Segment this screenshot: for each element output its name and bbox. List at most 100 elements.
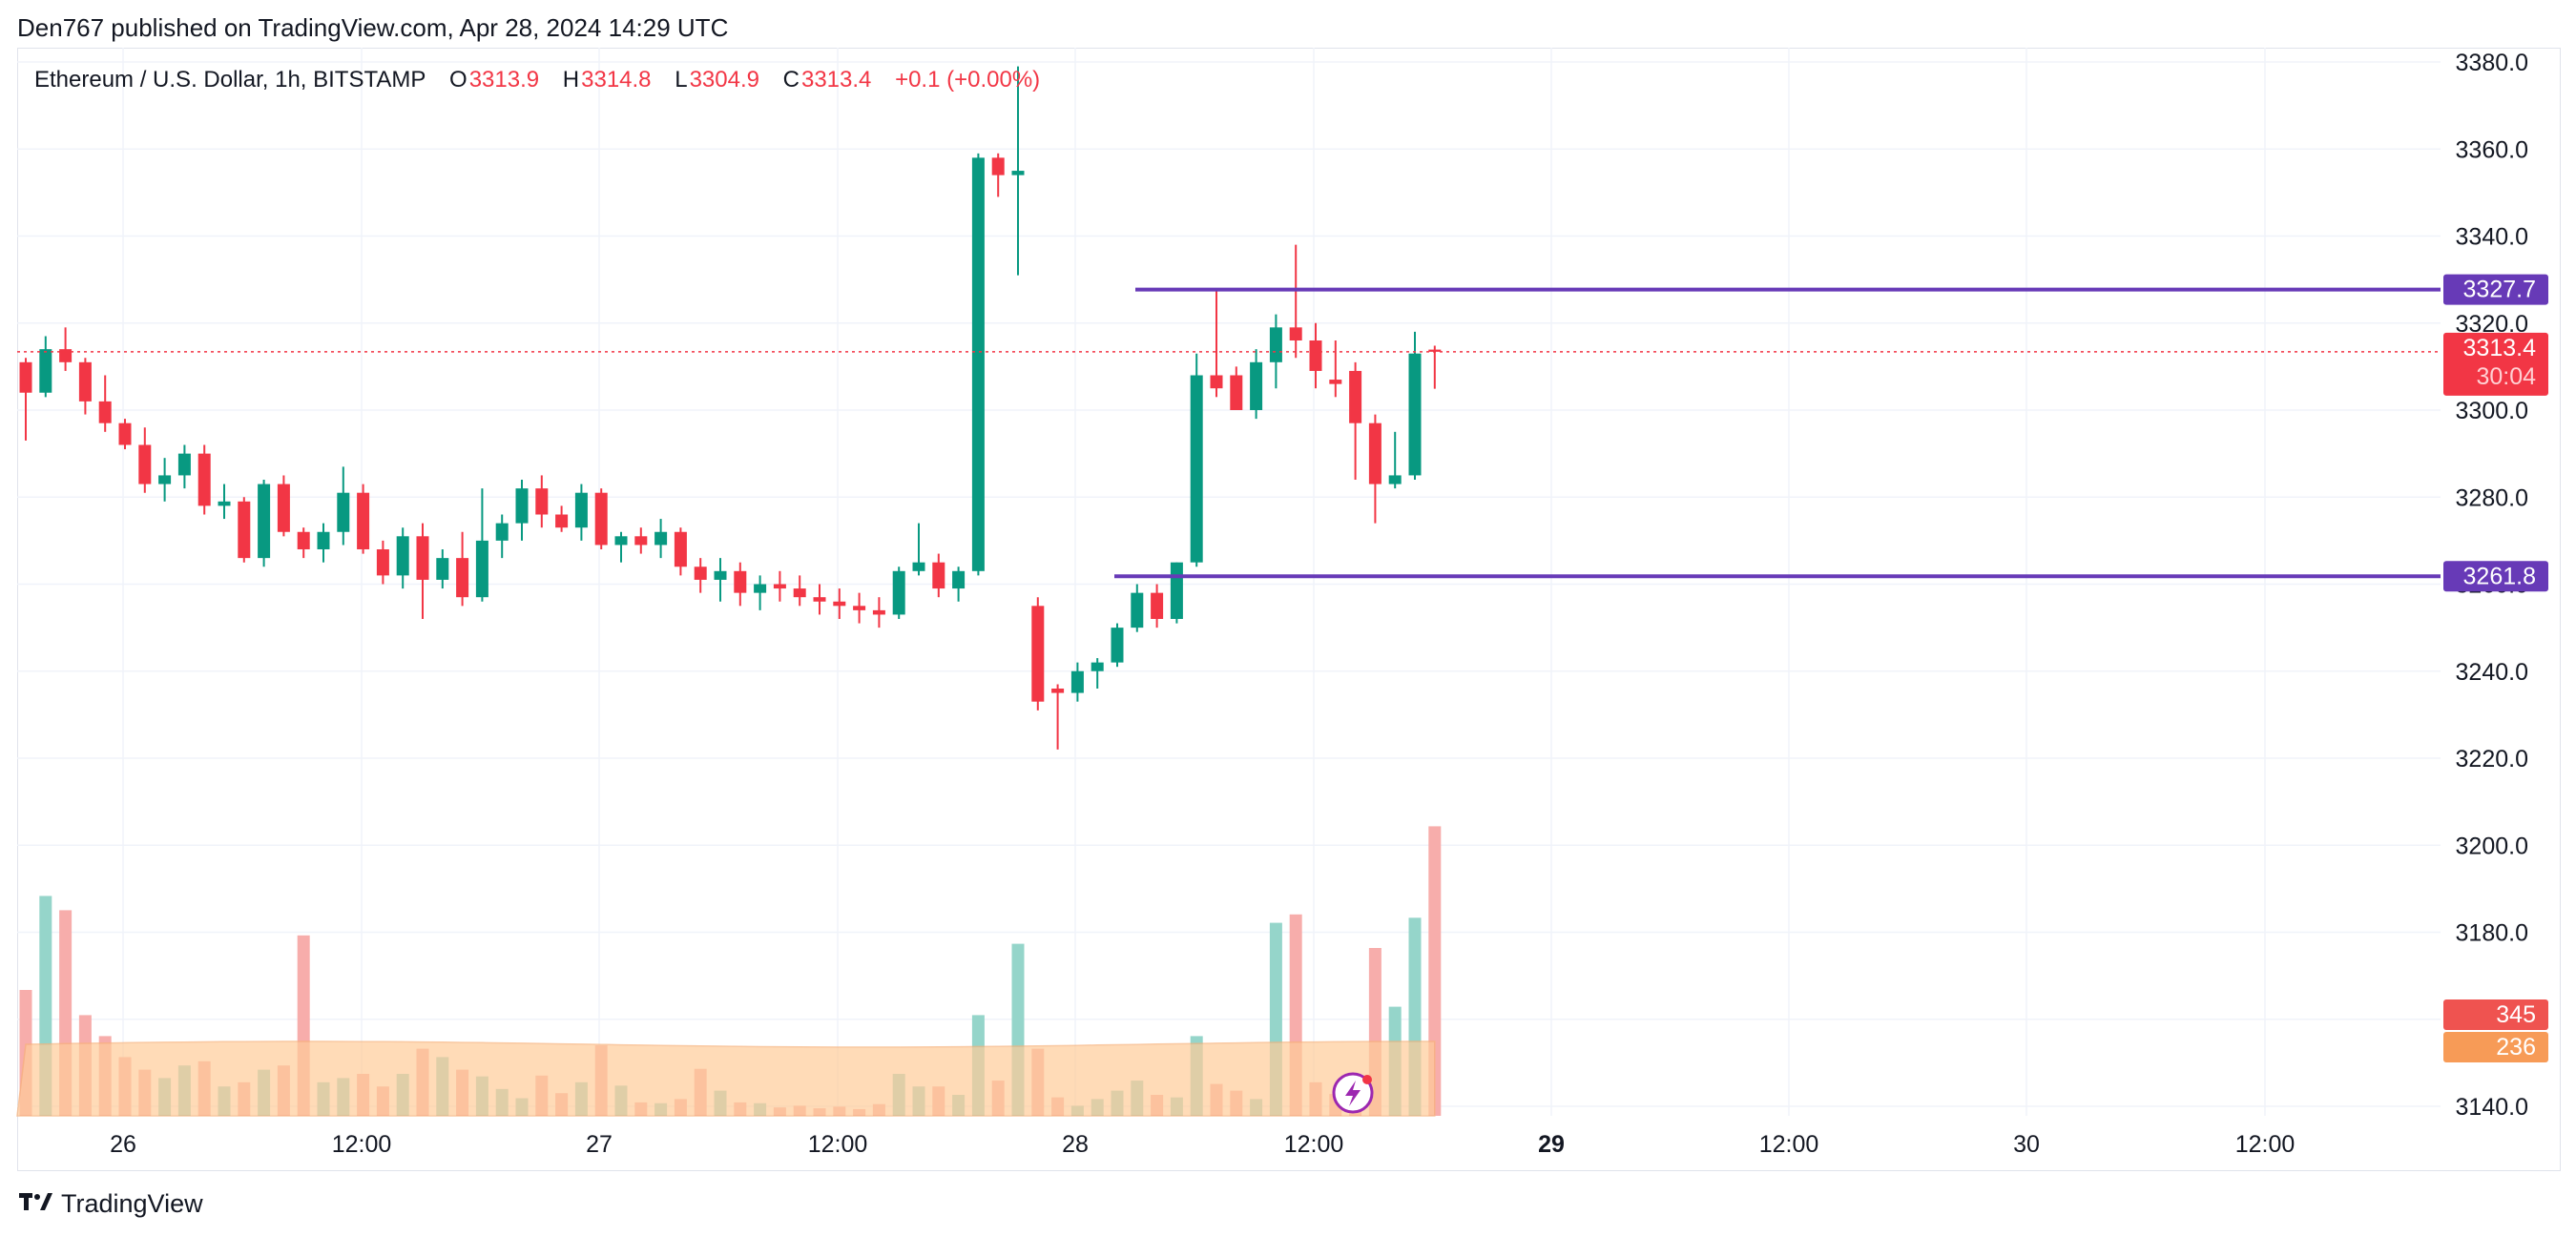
candle-body <box>1011 171 1025 175</box>
candle-body <box>1250 361 1263 410</box>
candle-body <box>1031 606 1045 702</box>
candle-body <box>555 514 569 528</box>
legend-close-value: 3313.4 <box>800 67 872 93</box>
candle-body <box>833 601 846 607</box>
candle-body <box>594 492 608 546</box>
candle-body <box>1309 340 1322 371</box>
candle <box>1011 66 1025 276</box>
legend-symbol: Ethereum / U.S. Dollar, 1h, BITSTAMP <box>34 67 426 93</box>
candle-body <box>1289 327 1302 340</box>
candle-body <box>694 566 707 580</box>
candle-body <box>793 588 806 598</box>
legend-high-value: 3314.8 <box>581 67 652 93</box>
candle <box>456 531 469 607</box>
candle-body <box>357 492 370 549</box>
candle <box>297 527 310 559</box>
candle-body <box>1131 592 1144 628</box>
candle <box>1250 349 1263 420</box>
x-tick-label: 29 <box>1538 1131 1565 1158</box>
candle <box>118 419 132 450</box>
candle <box>396 527 409 589</box>
candle <box>1289 244 1302 359</box>
candle <box>614 531 628 563</box>
candle <box>1428 345 1442 389</box>
candle <box>218 484 231 520</box>
candle <box>317 523 330 563</box>
candle <box>754 575 767 610</box>
symbol-legend: Ethereum / U.S. Dollar, 1h, BITSTAMP O33… <box>34 67 1042 93</box>
x-tick-label: 30 <box>2013 1131 2040 1158</box>
x-tick-label: 12:00 <box>1284 1131 1344 1158</box>
candle-body <box>78 361 92 402</box>
candle-body <box>1408 353 1422 476</box>
candle-body <box>515 488 529 524</box>
candle <box>436 549 449 589</box>
candle-body <box>1210 375 1223 389</box>
candle <box>158 458 172 502</box>
candle-body <box>1428 349 1442 352</box>
candle-body <box>952 570 966 589</box>
candle-body <box>654 531 668 546</box>
last-price-badge: 3313.430:04 <box>2443 332 2548 396</box>
x-tick-label: 12:00 <box>332 1131 392 1158</box>
candle <box>1388 431 1402 489</box>
candle-body <box>416 536 429 580</box>
tradingview-brand[interactable]: TradingView <box>19 1188 203 1219</box>
candle-body <box>495 523 509 541</box>
candle-body <box>317 531 330 549</box>
candle-body <box>1269 327 1282 362</box>
candle-body <box>258 484 271 559</box>
candle <box>1269 314 1282 389</box>
candle-body <box>813 597 826 602</box>
candle <box>416 523 429 619</box>
candle <box>793 575 806 607</box>
candle-body <box>574 492 588 528</box>
candle <box>1070 662 1084 702</box>
candle <box>197 444 211 515</box>
legend-low-label: L <box>675 67 688 93</box>
candle <box>98 375 112 432</box>
candle-body <box>1368 422 1381 484</box>
candle-body <box>297 531 310 549</box>
legend-change: +0.1 (+0.00%) <box>895 67 1041 93</box>
level-price-badge: 3261.8 <box>2443 561 2548 592</box>
candle <box>535 475 549 528</box>
candle-body <box>853 606 866 610</box>
candle-body <box>535 488 549 515</box>
candle <box>1091 658 1104 689</box>
candle-body <box>456 558 469 598</box>
y-tick-label: 3340.0 <box>2456 224 2528 251</box>
candle-body <box>39 349 52 393</box>
candle <box>376 540 389 585</box>
candle <box>1111 623 1124 668</box>
candle-body <box>773 584 786 589</box>
candle <box>1051 684 1065 750</box>
candle <box>1190 353 1203 567</box>
candle-body <box>932 562 945 589</box>
candle <box>674 527 687 576</box>
x-tick-label: 12:00 <box>1759 1131 1819 1158</box>
candle <box>952 566 966 602</box>
volume-ma-badge-bg <box>2443 1032 2548 1062</box>
volume-badge-bg <box>2443 999 2548 1030</box>
candle-body <box>1349 370 1362 423</box>
candle <box>1329 340 1342 398</box>
volume-badge-label: 345 <box>2496 1001 2536 1028</box>
candle-body <box>1230 375 1243 410</box>
legend-low-value: 3304.9 <box>689 67 759 93</box>
candle <box>1368 414 1381 524</box>
candle-body <box>614 536 628 546</box>
price-badges: 3327.7 3261.8 3313.430:04 345 236 <box>1332 274 2548 1114</box>
candle <box>138 427 152 493</box>
candle <box>515 480 529 541</box>
candle <box>1031 597 1045 711</box>
candle-body <box>238 501 251 559</box>
candle-body <box>1190 375 1203 563</box>
volume-badge: 345 <box>2443 999 2548 1030</box>
level-layer <box>17 287 2441 579</box>
candle <box>19 358 32 441</box>
candle-layer <box>19 66 1442 750</box>
volume-layer <box>16 826 1442 1117</box>
candle <box>1230 366 1243 410</box>
